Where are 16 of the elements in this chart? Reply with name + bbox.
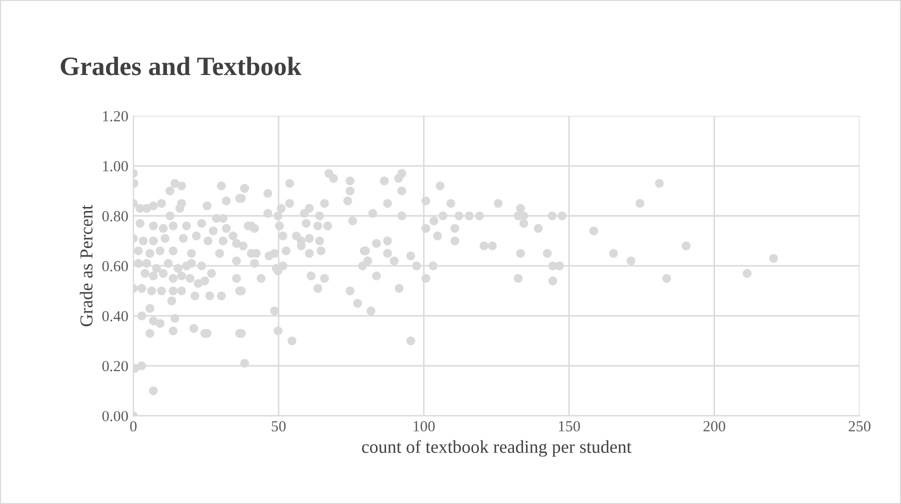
y-tick-label: 1.20 xyxy=(103,111,128,122)
x-axis-title: count of textbook reading per student xyxy=(362,440,632,457)
y-tick-label: 0.20 xyxy=(102,360,128,372)
x-tick-label: 100 xyxy=(414,421,435,432)
y-tick-label: 1.00 xyxy=(103,161,128,172)
chart-title: Grades and Textbook xyxy=(60,56,302,76)
y-tick-label: 0.40 xyxy=(102,310,128,322)
y-tick-label: 0.80 xyxy=(102,211,128,222)
x-tick-label: 50 xyxy=(272,421,286,432)
x-tick-label: 200 xyxy=(704,421,726,432)
y-tick-label: 0.60 xyxy=(102,261,128,272)
y-axis-title: Grade as Percent xyxy=(80,204,93,326)
x-tick-label: 0 xyxy=(130,421,137,432)
y-tick-label: 0.00 xyxy=(102,410,128,422)
x-tick-label: 250 xyxy=(848,421,870,432)
x-tick-label: 150 xyxy=(558,421,580,432)
